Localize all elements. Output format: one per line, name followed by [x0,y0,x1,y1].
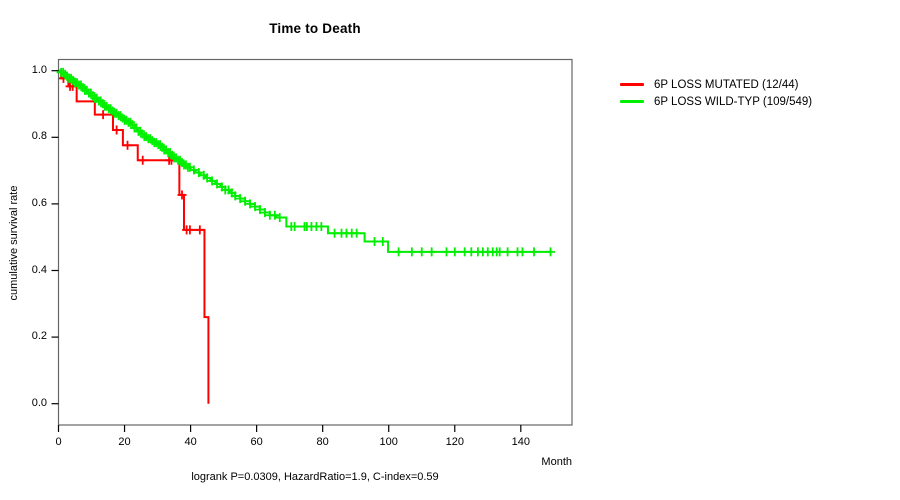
y-tick-label: 0.8 [31,130,47,143]
x-tick-label: 0 [55,436,62,448]
x-tick-label: 120 [445,436,464,448]
x-tick-label: 60 [250,436,263,448]
stats-annotation: logrank P=0.0309, HazardRatio=1.9, C-ind… [191,471,439,483]
y-tick-label: 0.2 [31,330,47,343]
x-tick-label: 100 [379,436,398,448]
y-tick-label: 0.6 [31,196,47,209]
legend-label-wildtype: 6P LOSS WILD-TYP (109/549) [654,95,813,108]
x-axis-title: Month [541,456,572,468]
legend-label-mutated: 6P LOSS MUTATED (12/44) [654,78,799,91]
legend-swatch-mutated-line [620,83,644,86]
chart-title: Time to Death [269,21,361,36]
x-tick-label: 140 [511,436,530,448]
legend-item-wildtype: 6P LOSS WILD-TYP (109/549) [620,93,812,110]
y-tick-label: 0.0 [31,396,47,409]
y-tick-label: 0.4 [31,263,47,276]
legend-item-mutated: 6P LOSS MUTATED (12/44) [620,76,812,93]
y-tick-label: 1.0 [31,63,47,76]
km-curve-mutated [58,69,210,404]
x-tick-label: 20 [118,436,131,448]
x-tick-label: 80 [316,436,329,448]
plot-box [57,58,573,426]
legend: 6P LOSS MUTATED (12/44) 6P LOSS WILD-TYP… [620,76,812,110]
x-tick-label: 40 [184,436,197,448]
legend-swatch-wildtype-line [620,100,644,103]
